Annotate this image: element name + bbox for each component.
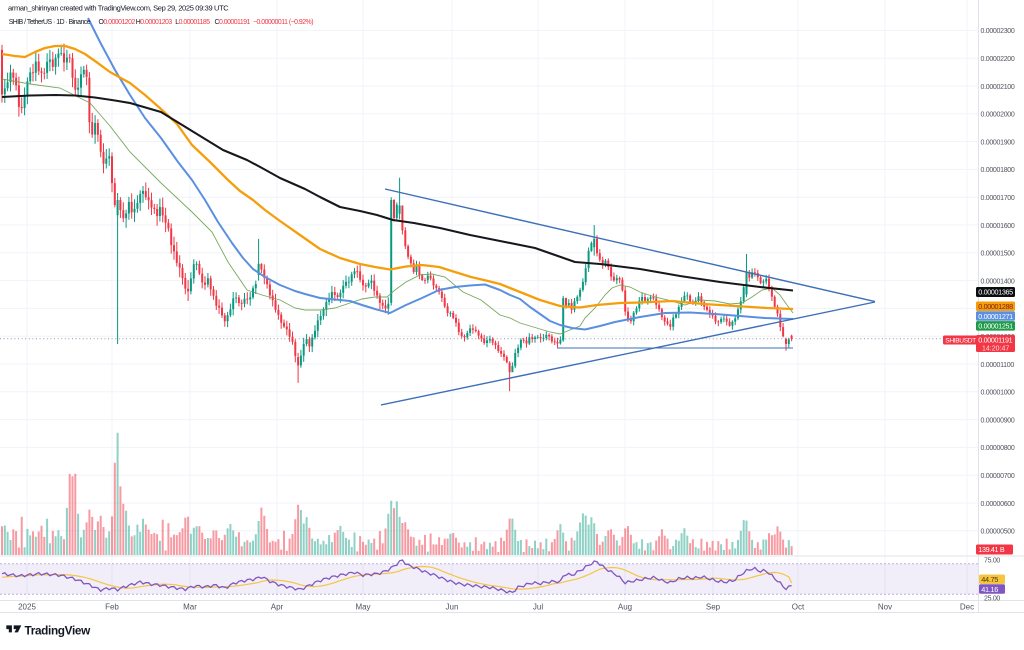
svg-text:May: May bbox=[355, 603, 370, 612]
svg-text:TradingView: TradingView bbox=[25, 624, 92, 638]
svg-text:Dec: Dec bbox=[960, 603, 974, 612]
svg-text:2025: 2025 bbox=[18, 603, 36, 612]
svg-text:25.00: 25.00 bbox=[984, 596, 1000, 603]
svg-text:0.00001000: 0.00001000 bbox=[981, 390, 1015, 397]
svg-text:Apr: Apr bbox=[271, 603, 284, 612]
svg-text:0.00001400: 0.00001400 bbox=[981, 278, 1015, 285]
svg-text:Aug: Aug bbox=[618, 603, 632, 612]
svg-text:SHIB / TetherUS · 1D · Binance: SHIB / TetherUS · 1D · Binance bbox=[9, 19, 91, 26]
svg-text:0.00000800: 0.00000800 bbox=[981, 445, 1015, 452]
svg-text:0.00000900: 0.00000900 bbox=[981, 417, 1015, 424]
svg-text:0.00001900: 0.00001900 bbox=[981, 139, 1015, 146]
svg-text:Jun: Jun bbox=[446, 603, 459, 612]
svg-text:L0.00001185: L0.00001185 bbox=[175, 19, 210, 26]
svg-text:44.75: 44.75 bbox=[981, 575, 998, 584]
svg-text:0.00001600: 0.00001600 bbox=[981, 223, 1015, 230]
svg-text:0.00001288: 0.00001288 bbox=[978, 302, 1013, 311]
svg-text:0.00001700: 0.00001700 bbox=[981, 195, 1015, 202]
svg-text:0.00002200: 0.00002200 bbox=[981, 56, 1015, 63]
svg-text:Mar: Mar bbox=[183, 603, 197, 612]
svg-text:Jul: Jul bbox=[533, 603, 543, 612]
svg-text:Oct: Oct bbox=[792, 603, 805, 612]
svg-text:Sep: Sep bbox=[706, 603, 721, 612]
svg-text:0.00002100: 0.00002100 bbox=[981, 84, 1015, 91]
svg-text:0.00001271: 0.00001271 bbox=[978, 312, 1013, 321]
svg-text:0.00000700: 0.00000700 bbox=[981, 473, 1015, 480]
svg-text:H0.00001203: H0.00001203 bbox=[136, 19, 173, 26]
svg-text:Nov: Nov bbox=[878, 603, 892, 612]
svg-text:O0.00001202: O0.00001202 bbox=[99, 19, 136, 26]
svg-text:14:20:47: 14:20:47 bbox=[982, 346, 1009, 353]
svg-text:C0.00001191: C0.00001191 bbox=[215, 19, 251, 26]
svg-text:0.00001500: 0.00001500 bbox=[981, 251, 1015, 258]
svg-text:SHIBUSDT: SHIBUSDT bbox=[945, 338, 976, 345]
svg-text:0.00001100: 0.00001100 bbox=[981, 362, 1015, 369]
svg-text:0.00001800: 0.00001800 bbox=[981, 167, 1015, 174]
svg-text:41.16: 41.16 bbox=[981, 585, 998, 594]
svg-text:arman_shirinyan created with T: arman_shirinyan created with TradingView… bbox=[8, 3, 229, 12]
svg-text:−0.00000011 (−0.92%): −0.00000011 (−0.92%) bbox=[253, 19, 313, 26]
svg-text:139.41 B: 139.41 B bbox=[978, 545, 1005, 554]
svg-text:0.00002300: 0.00002300 bbox=[981, 28, 1015, 35]
svg-text:0.00001251: 0.00001251 bbox=[978, 322, 1013, 331]
svg-text:75.00: 75.00 bbox=[984, 558, 1000, 565]
svg-text:0.00001365: 0.00001365 bbox=[978, 288, 1013, 297]
svg-text:0.00002000: 0.00002000 bbox=[981, 112, 1015, 119]
svg-text:0.00000600: 0.00000600 bbox=[981, 501, 1015, 508]
svg-text:Feb: Feb bbox=[105, 603, 119, 612]
svg-text:0.00000500: 0.00000500 bbox=[981, 529, 1015, 536]
svg-text:0.00001191: 0.00001191 bbox=[978, 336, 1012, 345]
